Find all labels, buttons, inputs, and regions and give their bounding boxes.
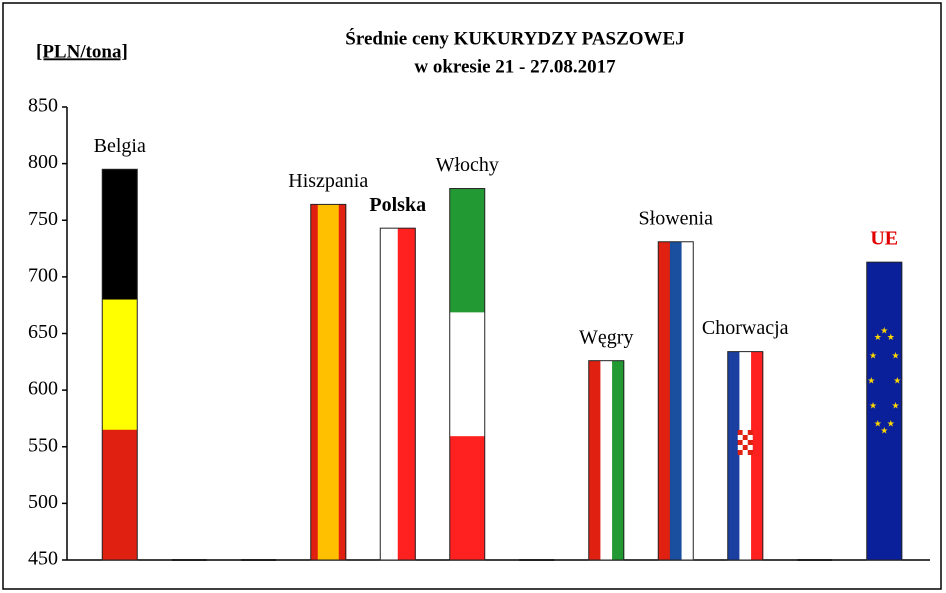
- emblem-square: [737, 430, 743, 435]
- emblem-square: [747, 430, 753, 435]
- flag-stripe: [328, 204, 340, 560]
- eu-star: ★: [874, 419, 882, 429]
- bar-label: Belgia: [94, 135, 146, 157]
- bar-label: Włochy: [436, 154, 499, 176]
- bar-outline: [310, 203, 347, 561]
- flag-stripe: [612, 360, 625, 560]
- y-axis-label: [PLN/tona]: [36, 41, 128, 62]
- flag-stripe: [588, 360, 601, 560]
- flag-stripe: [102, 299, 138, 431]
- flag-stripe: [102, 429, 138, 561]
- chart-subtitle: w okresie 21 - 27.08.2017: [414, 56, 616, 77]
- emblem-square: [747, 445, 753, 450]
- y-tick-label: 800: [28, 151, 58, 173]
- bar: [310, 203, 347, 561]
- bar-outline: [866, 261, 903, 561]
- flag-stripe: [449, 436, 485, 561]
- emblem-square: [737, 435, 743, 440]
- emblem-square: [742, 450, 748, 455]
- flag-stripe: [317, 204, 329, 560]
- flag-stripe: [102, 169, 138, 301]
- y-tick-label: 450: [28, 548, 58, 570]
- bar-label: Chorwacja: [702, 317, 789, 339]
- flag-stripe: [449, 312, 485, 437]
- flag-stripe: [669, 241, 683, 560]
- flag-stripe: [380, 228, 399, 561]
- bar-label: Węgry: [579, 326, 633, 348]
- emblem-square: [747, 440, 753, 445]
- y-tick-label: 850: [28, 95, 58, 117]
- emblem-square: [747, 450, 753, 455]
- flag-stripe: [727, 351, 740, 560]
- flag-stripe: [338, 204, 347, 560]
- flag-stripe: [658, 241, 671, 560]
- eu-star: ★: [887, 419, 895, 429]
- bar: [657, 241, 694, 561]
- flag-stripe: [751, 351, 764, 560]
- bar-outline: [588, 360, 625, 561]
- emblem-square: [737, 440, 743, 445]
- bar: [379, 227, 416, 561]
- bar-label: UE: [870, 228, 898, 250]
- bar-outline: [101, 168, 138, 561]
- bar: ★★★★★★★★★★★★: [866, 261, 903, 561]
- emblem-square: [737, 445, 743, 450]
- bar-label: Polska: [369, 194, 426, 216]
- y-tick-label: 650: [28, 321, 58, 343]
- flag-stripe: [866, 262, 903, 560]
- flag-stripe: [681, 241, 694, 560]
- y-tick-label: 600: [28, 378, 58, 400]
- y-tick-label: 700: [28, 264, 58, 286]
- eu-star: ★: [891, 400, 899, 410]
- flag-stripe: [397, 228, 416, 561]
- bar: [727, 351, 764, 561]
- y-tick-label: 550: [28, 434, 58, 456]
- emblem-square: [747, 435, 753, 440]
- emblem-square: [742, 435, 748, 440]
- y-tick-label: 750: [28, 208, 58, 230]
- emblem-square: [742, 440, 748, 445]
- eu-star: ★: [880, 425, 888, 435]
- eu-star: ★: [880, 325, 888, 335]
- eu-star: ★: [869, 350, 877, 360]
- bar-outline: [449, 188, 486, 561]
- emblem-square: [742, 430, 748, 435]
- flag-stripe: [739, 351, 752, 560]
- bar: [449, 188, 486, 561]
- flag-stripe: [449, 188, 485, 313]
- bar: [101, 168, 138, 561]
- eu-star: ★: [893, 375, 901, 385]
- emblem-square: [737, 450, 743, 455]
- emblem-square: [742, 445, 748, 450]
- eu-star: ★: [874, 332, 882, 342]
- flag-stripe: [600, 360, 613, 560]
- flag-stripe: [310, 204, 319, 560]
- bar: [588, 360, 625, 561]
- eu-star: ★: [869, 400, 877, 410]
- chart-title: Średnie ceny KUKURYDZY PASZOWEJ: [345, 27, 684, 49]
- bar-outline: [727, 351, 764, 561]
- bar-label: Słowenia: [639, 207, 714, 229]
- bar-outline: [379, 227, 416, 561]
- bar-label: Hiszpania: [288, 170, 368, 192]
- eu-star: ★: [887, 332, 895, 342]
- eu-star: ★: [891, 350, 899, 360]
- eu-star: ★: [867, 375, 875, 385]
- bar-outline: [657, 241, 694, 561]
- y-tick-label: 500: [28, 491, 58, 513]
